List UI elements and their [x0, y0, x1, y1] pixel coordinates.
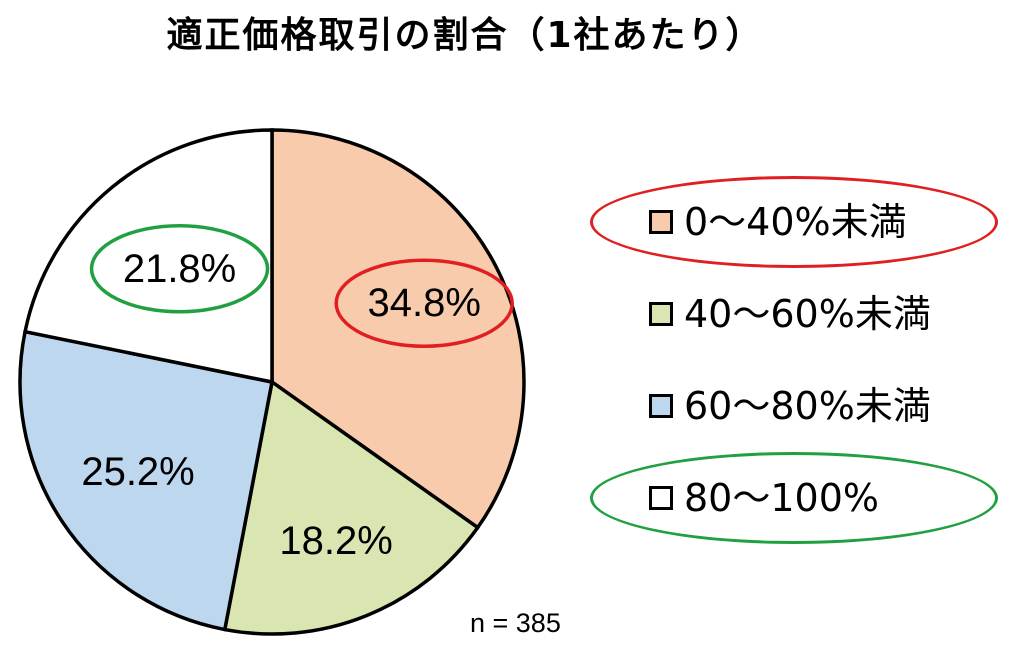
legend-swatch-2 [649, 394, 673, 418]
legend-swatch-1 [649, 302, 673, 326]
pie-slice-3 [23, 128, 274, 385]
slice-label-3: 21.8% [123, 247, 236, 291]
legend-item-2: 60～80%未満 [590, 360, 1000, 452]
slice-label-0: 34.8% [367, 281, 480, 325]
legend-item-0: 0～40%未満 [590, 176, 1000, 268]
legend-label-3: 80～100% [684, 476, 879, 520]
pie-slice-0 [270, 128, 526, 530]
legend-highlight-ellipse-3 [590, 452, 998, 544]
pie-slice-2 [18, 329, 275, 632]
legend-item-1: 40～60%未満 [590, 268, 1000, 360]
legend-highlight-ellipse-0 [590, 176, 998, 268]
highlight-ellipse-3 [89, 224, 270, 314]
legend-label-0: 0～40%未満 [684, 200, 907, 244]
legend-label-2: 60～80%未満 [684, 384, 931, 428]
legend-item-3: 80～100% [590, 452, 1000, 544]
pie-slice-1 [222, 379, 481, 636]
slice-label-2: 25.2% [81, 450, 194, 494]
chart-title: 適正価格取引の割合（1社あたり） [166, 15, 764, 56]
legend-label-1: 40～60%未満 [684, 292, 931, 336]
highlight-ellipse-0 [334, 258, 514, 348]
sample-size-note: n = 385 [470, 608, 561, 638]
legend-swatch-0 [649, 210, 673, 234]
legend-swatch-3 [649, 486, 673, 510]
slice-label-1: 18.2% [279, 519, 392, 563]
